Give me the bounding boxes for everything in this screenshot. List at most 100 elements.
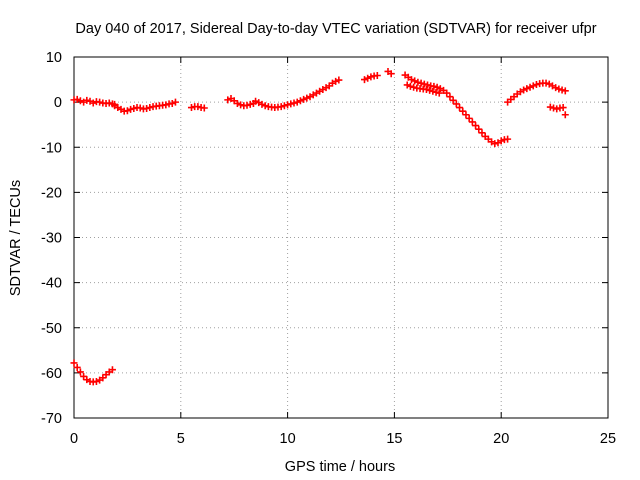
x-tick-label: 25 xyxy=(600,431,616,447)
data-point xyxy=(475,125,483,133)
y-tick-label: -50 xyxy=(41,321,62,337)
data-point xyxy=(200,104,208,112)
data-point xyxy=(261,102,269,110)
data-point xyxy=(143,104,151,112)
data-point xyxy=(414,78,422,86)
data-point xyxy=(73,95,81,103)
series-arc-4 xyxy=(224,95,257,110)
data-point xyxy=(472,122,480,130)
data-point xyxy=(290,99,298,107)
chart-title: Day 040 of 2017, Sidereal Day-to-day VTE… xyxy=(75,21,596,37)
data-point xyxy=(558,86,566,94)
data-point xyxy=(76,97,84,105)
x-tick-label: 0 xyxy=(70,431,78,447)
data-point xyxy=(108,366,116,374)
data-point xyxy=(73,363,81,371)
y-tick-label: -20 xyxy=(41,185,62,201)
data-point xyxy=(420,80,428,88)
data-point xyxy=(171,98,179,106)
data-point xyxy=(456,104,464,112)
series-arc-10 xyxy=(504,79,569,106)
data-point xyxy=(462,111,470,119)
data-point xyxy=(187,104,195,112)
data-point xyxy=(433,83,441,91)
data-point xyxy=(555,85,563,93)
data-point xyxy=(287,100,295,108)
data-point xyxy=(550,104,558,112)
data-point xyxy=(252,97,260,105)
series-arc-6 xyxy=(360,72,381,84)
series-arc-5 xyxy=(252,76,343,112)
data-point xyxy=(277,103,285,111)
data-point xyxy=(432,88,440,96)
data-point xyxy=(194,103,202,111)
data-point xyxy=(168,99,176,107)
data-point xyxy=(553,105,561,113)
data-point xyxy=(284,101,292,109)
data-point xyxy=(532,81,540,89)
data-point xyxy=(449,96,457,104)
data-point xyxy=(332,77,340,85)
data-point xyxy=(422,85,430,93)
y-tick-label: 0 xyxy=(54,95,62,111)
data-point xyxy=(130,104,138,112)
data-point xyxy=(410,83,418,91)
data-point xyxy=(300,95,308,103)
y-axis-label: SDTVAR / TECUs xyxy=(8,180,24,296)
data-point xyxy=(303,94,311,102)
data-point xyxy=(529,82,537,90)
y-tick-label: 10 xyxy=(46,50,62,66)
data-point xyxy=(360,76,368,84)
data-point xyxy=(465,114,473,122)
y-tick-label: -30 xyxy=(41,231,62,247)
data-point xyxy=(162,101,170,109)
data-point xyxy=(127,105,135,113)
series-arc-11 xyxy=(546,103,569,119)
data-point xyxy=(99,374,107,382)
series-arc-2 xyxy=(111,98,179,115)
data-point xyxy=(426,86,434,94)
data-point xyxy=(523,85,531,93)
data-point xyxy=(542,79,550,87)
data-point xyxy=(136,104,144,112)
data-point xyxy=(559,104,567,112)
y-tick-label: -40 xyxy=(41,276,62,292)
grid-lines xyxy=(74,57,608,418)
data-point xyxy=(407,76,415,84)
data-point xyxy=(243,101,251,109)
data-point xyxy=(367,73,375,81)
x-tick-label: 5 xyxy=(177,431,185,447)
data-point xyxy=(443,89,451,97)
data-point xyxy=(478,129,486,137)
data-point xyxy=(293,98,301,106)
data-point xyxy=(403,81,411,89)
x-tick-label: 15 xyxy=(386,431,402,447)
data-point xyxy=(417,79,425,87)
y-tick-label: -70 xyxy=(41,411,62,427)
data-point xyxy=(258,100,266,108)
data-point xyxy=(429,87,437,95)
data-point xyxy=(561,87,569,95)
data-point xyxy=(335,76,343,84)
data-point xyxy=(520,86,528,94)
series-arc-3 xyxy=(187,103,208,112)
data-point xyxy=(246,100,254,108)
data-point xyxy=(406,82,414,90)
data-point xyxy=(459,107,467,115)
data-point xyxy=(364,74,372,82)
y-tick-label: -10 xyxy=(41,140,62,156)
x-tick-label: 20 xyxy=(493,431,509,447)
data-point xyxy=(546,103,554,111)
data-point xyxy=(411,77,419,85)
series-arc-8 xyxy=(401,71,512,148)
data-point xyxy=(373,72,381,80)
y-tick-label: -60 xyxy=(41,366,62,382)
data-point xyxy=(424,81,432,89)
data-point xyxy=(76,368,84,376)
data-point xyxy=(430,82,438,90)
data-point xyxy=(70,359,78,367)
data-point xyxy=(446,93,454,101)
data-point xyxy=(280,102,288,110)
